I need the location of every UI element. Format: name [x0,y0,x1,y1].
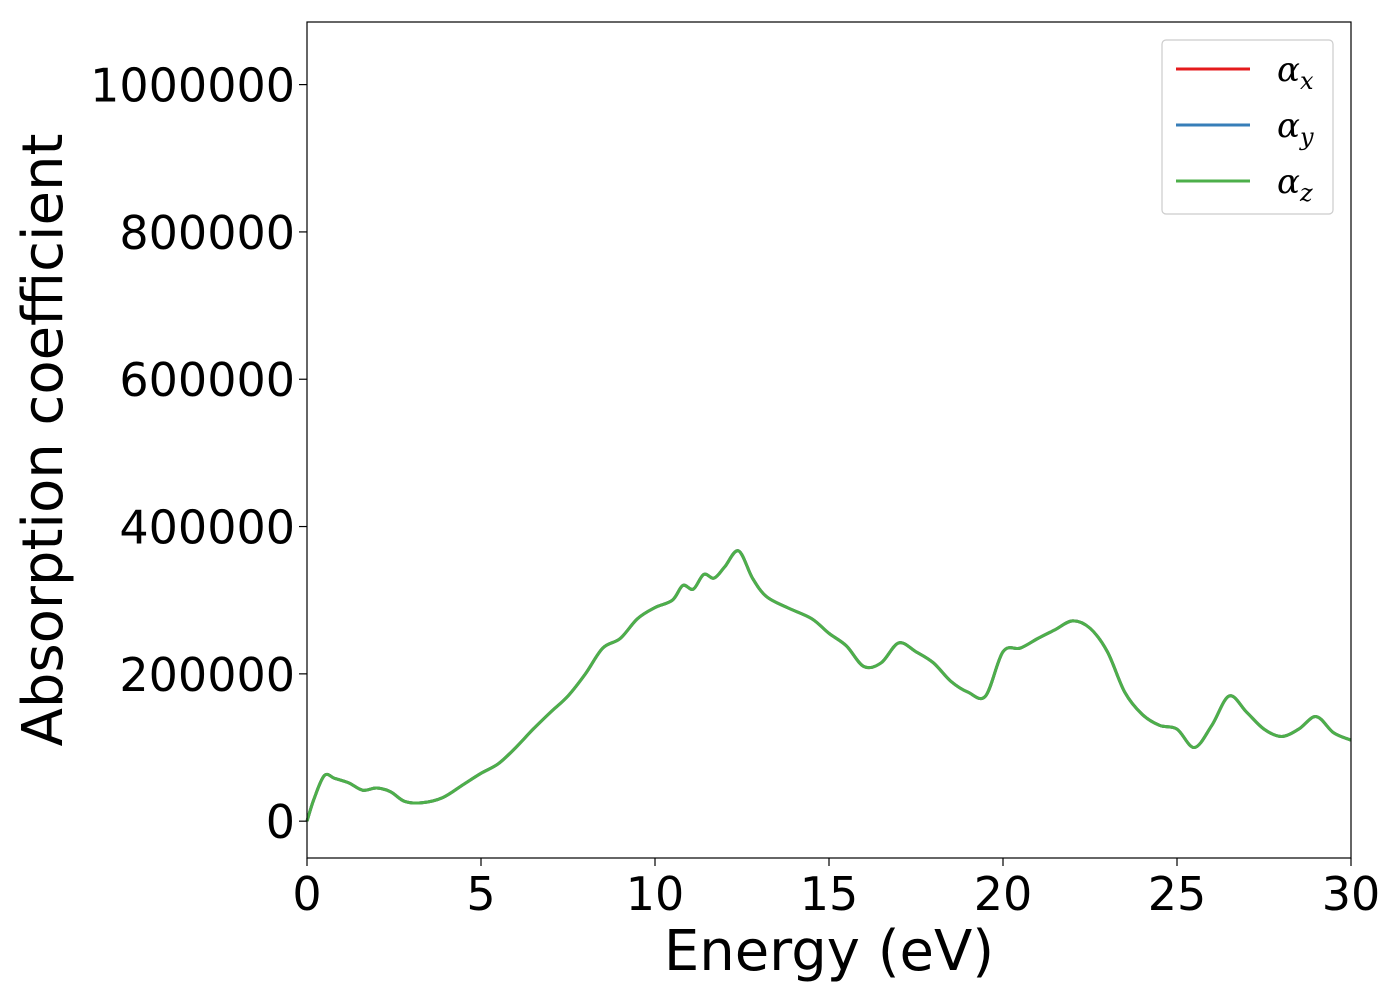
y-tick-label: 400000 [119,501,295,555]
x-tick-label: 25 [1148,867,1207,921]
legend-subscript: y [1299,123,1314,151]
x-tick-label: 5 [466,867,495,921]
x-tick-label: 20 [974,867,1033,921]
series-line-3 [305,549,1352,822]
y-tick-label: 1000000 [90,59,295,113]
y-axis-ticks: 0 200000 400000 600000 800000 1000000 [90,59,307,849]
y-tick-label: 0 [266,795,295,849]
y-tick-label: 600000 [119,353,295,407]
x-tick-label: 30 [1322,867,1381,921]
legend-label: αy [1277,106,1314,151]
x-axis-label: Energy (eV) [664,919,994,984]
series-line-2 [305,549,1352,822]
x-tick-label: 15 [800,867,859,921]
legend-symbol: α [1277,162,1300,202]
x-axis-ticks: 0 5 10 15 20 25 30 [292,858,1380,921]
series-line-1 [305,549,1352,822]
series-lines [305,549,1352,822]
legend-symbol: α [1277,106,1300,146]
y-tick-label: 200000 [119,648,295,702]
legend-label: αz [1277,162,1313,207]
legend-box [1161,39,1334,215]
y-axis-label: Absorption coefficient [11,134,76,747]
y-tick-label: 800000 [119,206,295,260]
legend-symbol: α [1277,50,1300,90]
legend-label: αx [1277,50,1314,95]
x-tick-label: 10 [626,867,685,921]
legend-subscript: z [1299,179,1313,207]
legend-subscript: x [1300,67,1314,95]
x-tick-label: 0 [292,867,321,921]
